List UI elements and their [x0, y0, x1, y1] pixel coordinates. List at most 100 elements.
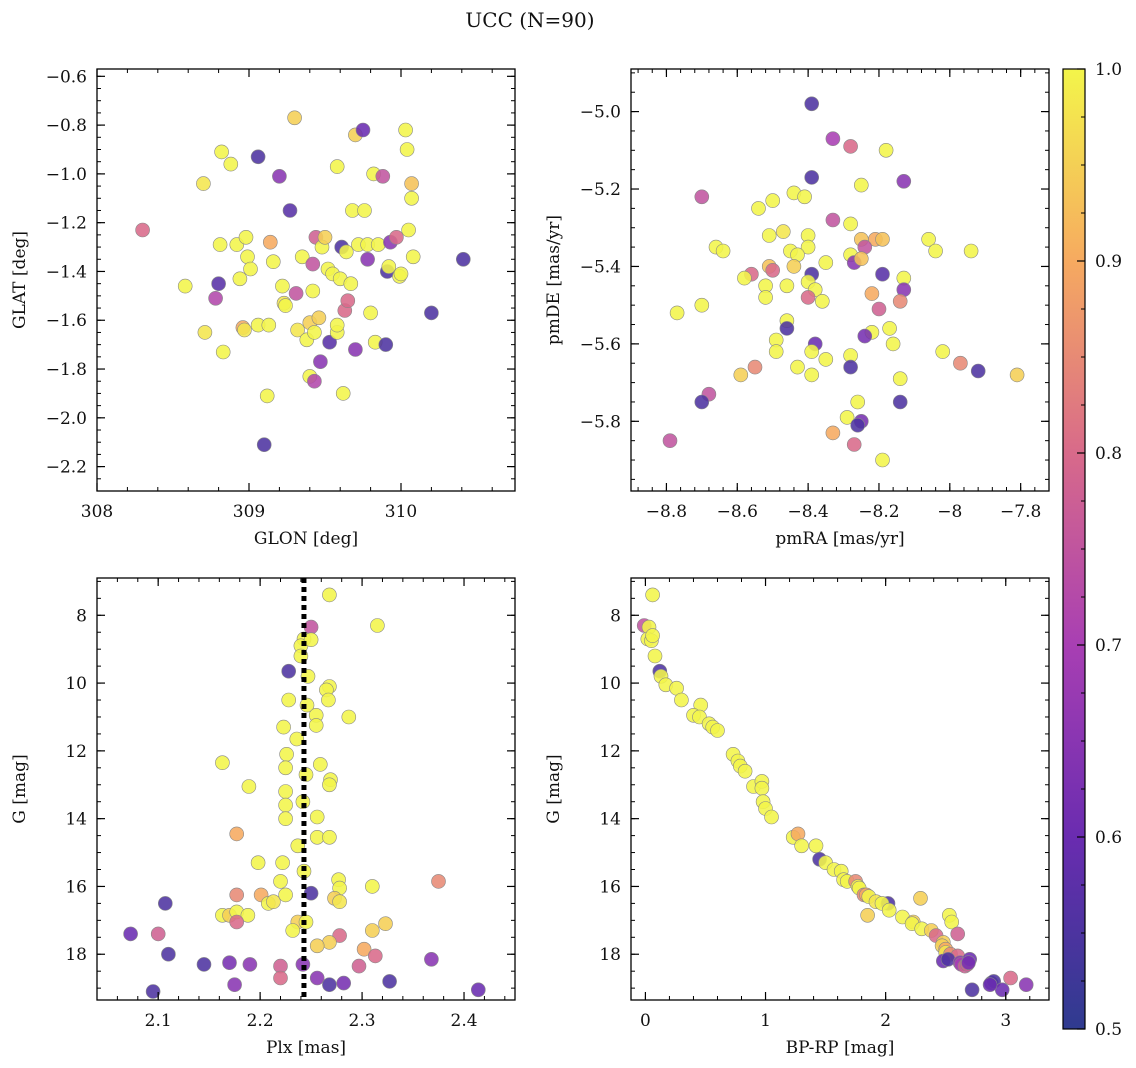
scatter-point: [843, 216, 858, 232]
scatter-point: [329, 159, 345, 174]
scatter-point: [305, 283, 321, 299]
scatter-point: [804, 367, 820, 383]
scatter-point: [335, 386, 351, 401]
scatter-point: [398, 122, 413, 138]
scatter-point: [825, 212, 841, 228]
scatter-point: [321, 692, 336, 708]
y-tick-label: −1.0: [46, 165, 87, 185]
scatter-point: [332, 928, 347, 943]
scatter-point: [950, 926, 966, 942]
scatter-point: [944, 914, 960, 930]
scatter-points: [123, 587, 486, 999]
scatter-point: [276, 719, 291, 735]
scatter-point: [229, 887, 244, 903]
scatter-point: [790, 359, 805, 375]
scatter-point: [864, 286, 880, 301]
scatter-point: [875, 266, 890, 282]
y-tick-label: 10: [599, 674, 621, 694]
scatter-point: [674, 692, 689, 708]
y-tick-label: −1.8: [46, 360, 87, 380]
scatter-point: [281, 692, 297, 708]
y-tick-label: 14: [65, 810, 87, 830]
scatter-point: [875, 232, 890, 247]
scatter-point: [662, 433, 678, 449]
y-tick-label: −5.4: [580, 257, 621, 277]
scatter-point: [765, 193, 781, 208]
x-tick-label: 310: [385, 502, 417, 522]
scatter-point: [775, 224, 791, 239]
scatter-point: [278, 760, 293, 776]
x-tick-label: 308: [81, 502, 113, 522]
y-tick-label: 16: [599, 877, 621, 897]
y-axis-label: G [mag]: [10, 754, 30, 823]
scatter-point: [145, 984, 161, 999]
y-tick-label: 10: [65, 674, 87, 694]
scatter-point: [211, 276, 226, 292]
scatter-point: [312, 757, 328, 772]
scatter-point: [214, 144, 229, 160]
y-axis-label: GLAT [deg]: [10, 231, 30, 329]
scatter-point: [307, 373, 322, 389]
scatter-point: [694, 297, 710, 313]
scatter-point: [405, 249, 421, 265]
scatter-point: [278, 298, 293, 313]
scatter-point: [275, 855, 290, 871]
scatter-point: [882, 321, 897, 336]
scatter-point: [340, 293, 356, 309]
y-tick-label: −5.0: [580, 103, 621, 123]
scatter-point: [378, 916, 393, 932]
scatter-point: [843, 139, 858, 154]
scatter-point: [1009, 367, 1025, 383]
scatter-point: [375, 169, 391, 184]
y-axis-label: G [mag]: [544, 754, 564, 823]
scatter-point: [961, 955, 976, 971]
scatter-point: [208, 290, 223, 306]
scatter-point: [322, 777, 337, 793]
scatter-point: [818, 352, 834, 367]
scatter-point: [294, 249, 310, 265]
scatter-point: [871, 301, 887, 317]
scatter-point: [307, 325, 322, 340]
scatter-point: [357, 203, 372, 218]
scatter-point: [794, 838, 809, 854]
y-tick-label: −1.2: [46, 214, 87, 234]
scatter-points: [135, 110, 471, 453]
scatter-point: [935, 344, 951, 359]
scatter-point: [322, 829, 337, 845]
scatter-point: [853, 177, 869, 193]
scatter-point: [303, 632, 319, 648]
y-tick-label: 12: [65, 742, 87, 762]
scatter-point: [370, 237, 386, 252]
scatter-point: [237, 322, 252, 338]
scatter-point: [953, 355, 968, 371]
x-tick-label: −8: [937, 502, 962, 522]
y-tick-label: 14: [599, 810, 621, 830]
y-tick-label: 16: [65, 877, 87, 897]
scatter-point: [238, 230, 254, 245]
scatter-point: [250, 855, 266, 871]
x-axis-label: BP-RP [mag]: [786, 1038, 895, 1058]
scatter-point: [765, 262, 781, 278]
x-tick-label: 2: [880, 1011, 891, 1031]
scatter-point: [364, 879, 380, 894]
scatter-point: [800, 290, 816, 305]
scatter-point: [751, 201, 766, 216]
scatter-point: [322, 935, 337, 950]
scatter-point: [305, 256, 321, 272]
scatter-point: [1018, 977, 1034, 993]
scatter-point: [404, 176, 419, 191]
scatter-point: [921, 232, 936, 247]
scatter-point: [850, 417, 866, 433]
scatter-point: [232, 271, 248, 287]
scatter-point: [404, 191, 419, 206]
scatter-point: [758, 290, 773, 305]
scatter-point: [279, 746, 294, 762]
scatter-point: [393, 266, 409, 282]
scatter-point: [389, 230, 404, 245]
scatter-point: [282, 203, 298, 218]
x-tick-label: −8.8: [646, 502, 687, 522]
scatter-point: [290, 322, 305, 338]
y-tick-label: −2.2: [46, 458, 87, 478]
scatter-point: [768, 344, 784, 359]
scatter-point: [329, 317, 345, 333]
